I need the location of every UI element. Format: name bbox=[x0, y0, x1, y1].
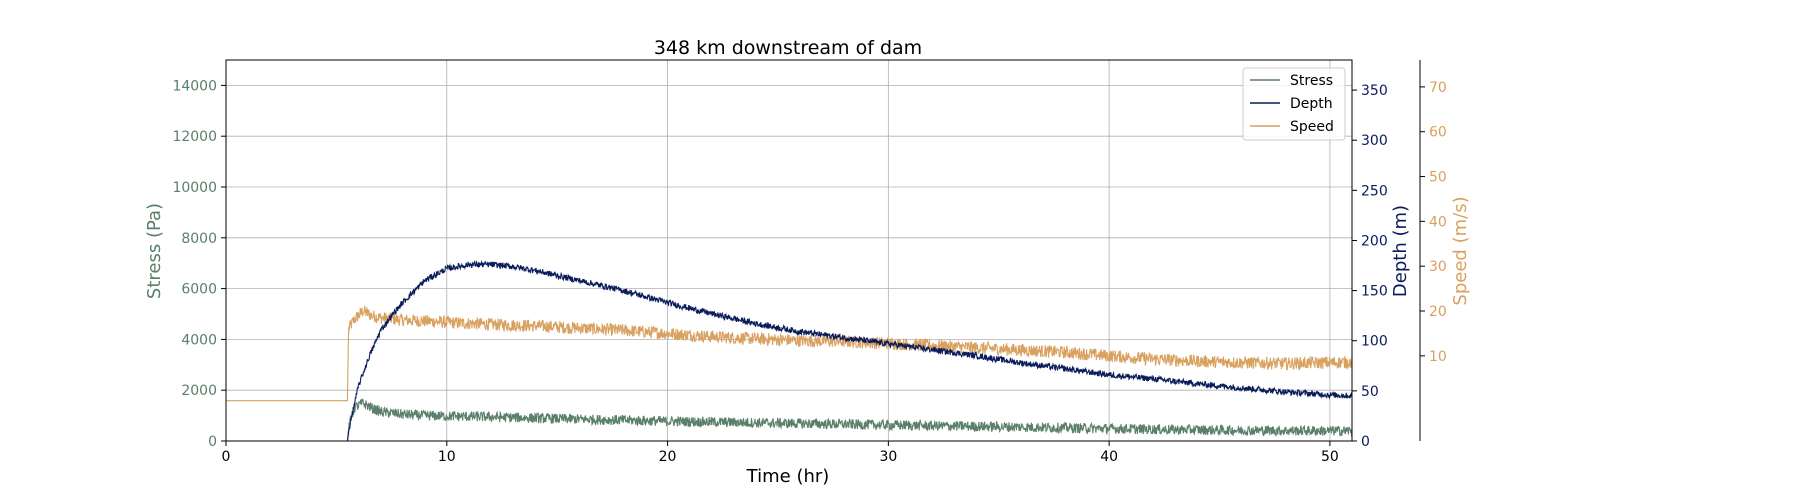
speed-tick-label: 20 bbox=[1429, 304, 1447, 320]
stress-tick-label: 2000 bbox=[181, 383, 217, 399]
depth-axis: 0 50 100 150 200 250 300 350 bbox=[1352, 83, 1388, 450]
x-tick-label: 30 bbox=[879, 449, 897, 465]
speed-tick-label: 30 bbox=[1429, 259, 1447, 275]
x-tick-label: 10 bbox=[438, 449, 456, 465]
depth-tick-label: 100 bbox=[1361, 334, 1388, 350]
depth-tick-label: 250 bbox=[1361, 183, 1388, 199]
series-line-depth bbox=[226, 259, 1353, 442]
depth-tick-label: 300 bbox=[1361, 133, 1388, 149]
stress-tick-label: 12000 bbox=[172, 129, 217, 145]
legend: Stress Depth Speed bbox=[1242, 67, 1346, 141]
stress-axis-label: Stress (Pa) bbox=[144, 203, 165, 299]
stress-tick-label: 10000 bbox=[172, 180, 217, 196]
x-tick-label: 40 bbox=[1100, 449, 1118, 465]
series-line-stress bbox=[226, 398, 1353, 442]
legend-label-speed: Speed bbox=[1290, 119, 1334, 135]
series-line-speed bbox=[226, 305, 1353, 402]
legend-label-depth: Depth bbox=[1290, 96, 1333, 112]
speed-tick-label: 70 bbox=[1429, 80, 1447, 96]
x-tick-label: 50 bbox=[1321, 449, 1339, 465]
speed-tick-label: 50 bbox=[1429, 170, 1447, 186]
stress-tick-label: 4000 bbox=[181, 332, 217, 348]
stress-axis: 0 2000 4000 6000 8000 10000 12000 14000 bbox=[172, 78, 226, 450]
depth-tick-label: 200 bbox=[1361, 233, 1388, 249]
speed-tick-label: 60 bbox=[1429, 125, 1447, 141]
x-axis-label: Time (hr) bbox=[746, 466, 830, 487]
speed-axis-label: Speed (m/s) bbox=[1450, 196, 1471, 305]
stress-tick-label: 6000 bbox=[181, 282, 217, 298]
stress-tick-label: 8000 bbox=[181, 231, 217, 247]
speed-tick-label: 40 bbox=[1429, 214, 1447, 230]
stress-tick-label: 14000 bbox=[172, 78, 217, 94]
x-tick-label: 0 bbox=[222, 449, 231, 465]
depth-tick-label: 50 bbox=[1361, 384, 1379, 400]
grid bbox=[225, 60, 1352, 442]
stress-tick-label: 0 bbox=[208, 434, 217, 450]
depth-axis-label: Depth (m) bbox=[1390, 205, 1411, 297]
depth-tick-label: 350 bbox=[1361, 83, 1388, 99]
series-layer bbox=[226, 259, 1353, 442]
speed-tick-label: 10 bbox=[1429, 349, 1447, 365]
depth-tick-label: 150 bbox=[1361, 284, 1388, 300]
legend-box bbox=[1242, 67, 1346, 141]
depth-tick-label: 0 bbox=[1361, 434, 1370, 450]
x-tick-label: 20 bbox=[659, 449, 677, 465]
speed-axis: 10 20 30 40 50 60 70 bbox=[1420, 80, 1447, 365]
chart-title: 348 km downstream of dam bbox=[654, 37, 922, 59]
x-axis: 0 10 20 30 40 50 bbox=[222, 441, 1339, 465]
legend-label-stress: Stress bbox=[1290, 73, 1333, 89]
plot-frame bbox=[225, 59, 1353, 442]
